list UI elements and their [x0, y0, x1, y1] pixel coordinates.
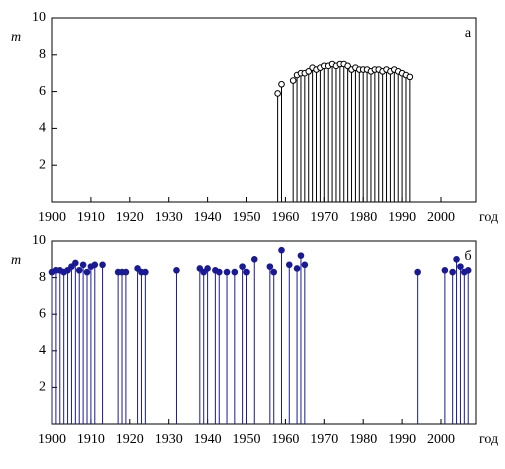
x-tick-label: 1950 — [232, 210, 260, 225]
x-tick-label: 1980 — [349, 432, 377, 447]
marker — [173, 266, 180, 274]
marker — [270, 268, 278, 276]
x-axis-label: год — [479, 210, 498, 225]
x-axis-label: год — [479, 432, 498, 447]
x-tick-label: 1970 — [310, 432, 338, 447]
marker — [406, 73, 414, 81]
marker — [99, 261, 106, 269]
marker — [204, 265, 211, 272]
x-tick-label: 1920 — [116, 432, 144, 447]
marker — [293, 265, 301, 272]
x-tick-label: 1980 — [349, 210, 377, 225]
marker — [231, 268, 239, 276]
marker — [297, 252, 305, 259]
x-tick-label: 1970 — [310, 210, 338, 225]
y-tick-label: 8 — [39, 47, 46, 62]
y-tick-label: 10 — [32, 233, 46, 248]
x-tick-label: 1900 — [38, 432, 66, 447]
plot-frame — [51, 240, 477, 425]
y-tick-label: 2 — [39, 157, 46, 172]
marker — [64, 266, 71, 274]
x-tick-label: 1950 — [232, 432, 260, 447]
y-tick-label: 10 — [32, 10, 46, 25]
x-tick-label: 2000 — [427, 432, 455, 447]
marker — [414, 268, 421, 276]
x-tick-label: 1960 — [271, 432, 299, 447]
marker — [285, 261, 293, 269]
marker — [301, 261, 309, 269]
x-tick-label: 1900 — [38, 210, 66, 225]
x-tick-label: 1990 — [388, 432, 416, 447]
marker — [142, 268, 149, 276]
y-tick-label: 2 — [39, 380, 46, 395]
marker — [75, 266, 83, 274]
marker — [72, 259, 79, 267]
x-tick-label: 1990 — [388, 210, 416, 225]
x-tick-label: 1960 — [271, 210, 299, 225]
marker — [79, 261, 87, 269]
x-tick-label: 1910 — [77, 210, 105, 225]
marker — [453, 256, 460, 263]
y-tick-label: 8 — [39, 270, 46, 285]
marker — [196, 265, 204, 272]
plot-frame — [51, 17, 477, 203]
marker — [274, 90, 281, 97]
marker — [441, 266, 449, 274]
y-tick-label: 4 — [39, 121, 46, 136]
y-axis-label: m — [11, 253, 21, 268]
y-axis-label: m — [11, 30, 21, 45]
x-tick-label: 1920 — [116, 210, 144, 225]
x-tick-label: 1930 — [155, 210, 183, 225]
marker — [449, 268, 456, 276]
panel-label: а — [465, 26, 472, 41]
marker — [215, 268, 223, 276]
panel-label: б — [464, 249, 471, 264]
marker — [68, 263, 75, 270]
x-tick-label: 2000 — [427, 210, 455, 225]
marker — [250, 256, 258, 263]
marker — [266, 263, 274, 270]
marker — [239, 263, 246, 270]
marker — [457, 263, 464, 270]
marker — [91, 261, 99, 269]
marker — [122, 268, 130, 276]
marker — [223, 268, 231, 276]
y-tick-label: 6 — [39, 84, 46, 99]
y-tick-label: 6 — [39, 306, 46, 321]
marker — [134, 265, 141, 272]
marker — [464, 266, 472, 274]
marker — [289, 77, 297, 84]
x-tick-label: 1910 — [77, 432, 105, 447]
marker — [200, 268, 208, 276]
x-tick-label: 1940 — [194, 210, 222, 225]
marker — [305, 68, 313, 75]
marker — [344, 62, 351, 70]
y-tick-label: 4 — [39, 343, 46, 358]
marker — [278, 80, 285, 88]
marker — [83, 268, 91, 276]
marker — [278, 246, 285, 254]
x-tick-label: 1940 — [194, 432, 222, 447]
x-tick-label: 1930 — [155, 432, 183, 447]
marker — [243, 268, 250, 276]
